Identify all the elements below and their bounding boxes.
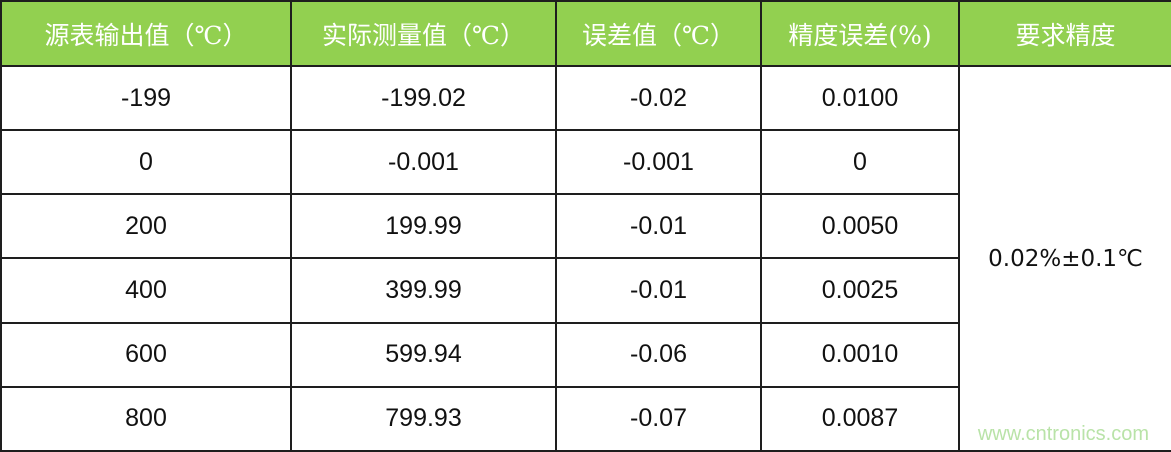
table-cell: 0.0087 (760, 385, 960, 452)
table-cell: 600 (0, 321, 292, 388)
table-cell: -0.01 (555, 257, 762, 324)
watermark: www.cntronics.com (977, 423, 1149, 445)
header-required-accuracy: 要求精度 (958, 0, 1171, 67)
table-cell: -0.06 (555, 321, 762, 388)
table-cell: 400 (0, 257, 292, 324)
table-row: 800 799.93 -0.07 0.0087 (0, 385, 1171, 452)
header-source-output: 源表输出值（℃） (0, 0, 292, 67)
table-cell: -199.02 (290, 64, 557, 132)
table-cell: 0.0050 (760, 193, 960, 260)
table-cell: -0.07 (555, 385, 762, 452)
table-cell: 599.94 (290, 321, 557, 388)
table-row: 200 199.99 -0.01 0.0050 (0, 193, 1171, 260)
table-cell: 0 (0, 129, 292, 196)
table-cell: -0.02 (555, 64, 762, 132)
table-cell: 800 (0, 385, 292, 452)
header-accuracy-error: 精度误差(%) (760, 0, 960, 67)
required-accuracy-cell: 0.02%±0.1℃ (958, 65, 1171, 452)
header-measured: 实际测量值（℃） (290, 0, 557, 67)
table-row: 400 399.99 -0.01 0.0025 (0, 257, 1171, 324)
table-row: 600 599.94 -0.06 0.0010 (0, 321, 1171, 388)
table-row: -199 -199.02 -0.02 0.0100 0.02%±0.1℃ (0, 64, 1171, 452)
table-cell: -0.001 (290, 129, 557, 196)
table-cell: 200 (0, 193, 292, 260)
table-cell: 0.0025 (760, 257, 960, 324)
table-cell: 0 (760, 129, 960, 196)
table-cell: 799.93 (290, 385, 557, 452)
table-row: 0 -0.001 -0.001 0 (0, 129, 1171, 196)
table-cell: 0.0100 (760, 64, 960, 132)
table-cell: 399.99 (290, 257, 557, 324)
header-row: 源表输出值（℃） 实际测量值（℃） 误差值（℃） 精度误差(%) 要求精度 (0, 0, 1171, 67)
header-error: 误差值（℃） (555, 0, 762, 67)
table-cell: 0.0010 (760, 321, 960, 388)
table-cell: -199 (0, 64, 292, 132)
table-cell: -0.01 (555, 193, 762, 260)
table-cell: 199.99 (290, 193, 557, 260)
table-cell: -0.001 (555, 129, 762, 196)
